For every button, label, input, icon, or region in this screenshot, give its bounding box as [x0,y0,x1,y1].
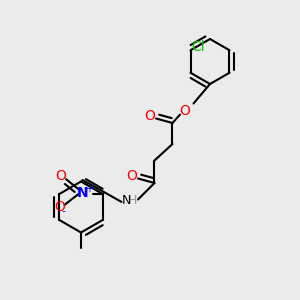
Text: O: O [56,169,67,183]
Text: O: O [179,104,190,118]
Text: O: O [126,169,137,183]
Text: O: O [55,200,66,214]
Text: -: - [61,206,65,216]
Text: N: N [77,186,88,200]
Text: +: + [85,184,93,194]
Text: N: N [122,194,131,208]
Text: Cl: Cl [191,40,205,54]
Text: H: H [128,194,137,208]
Text: O: O [144,109,155,122]
